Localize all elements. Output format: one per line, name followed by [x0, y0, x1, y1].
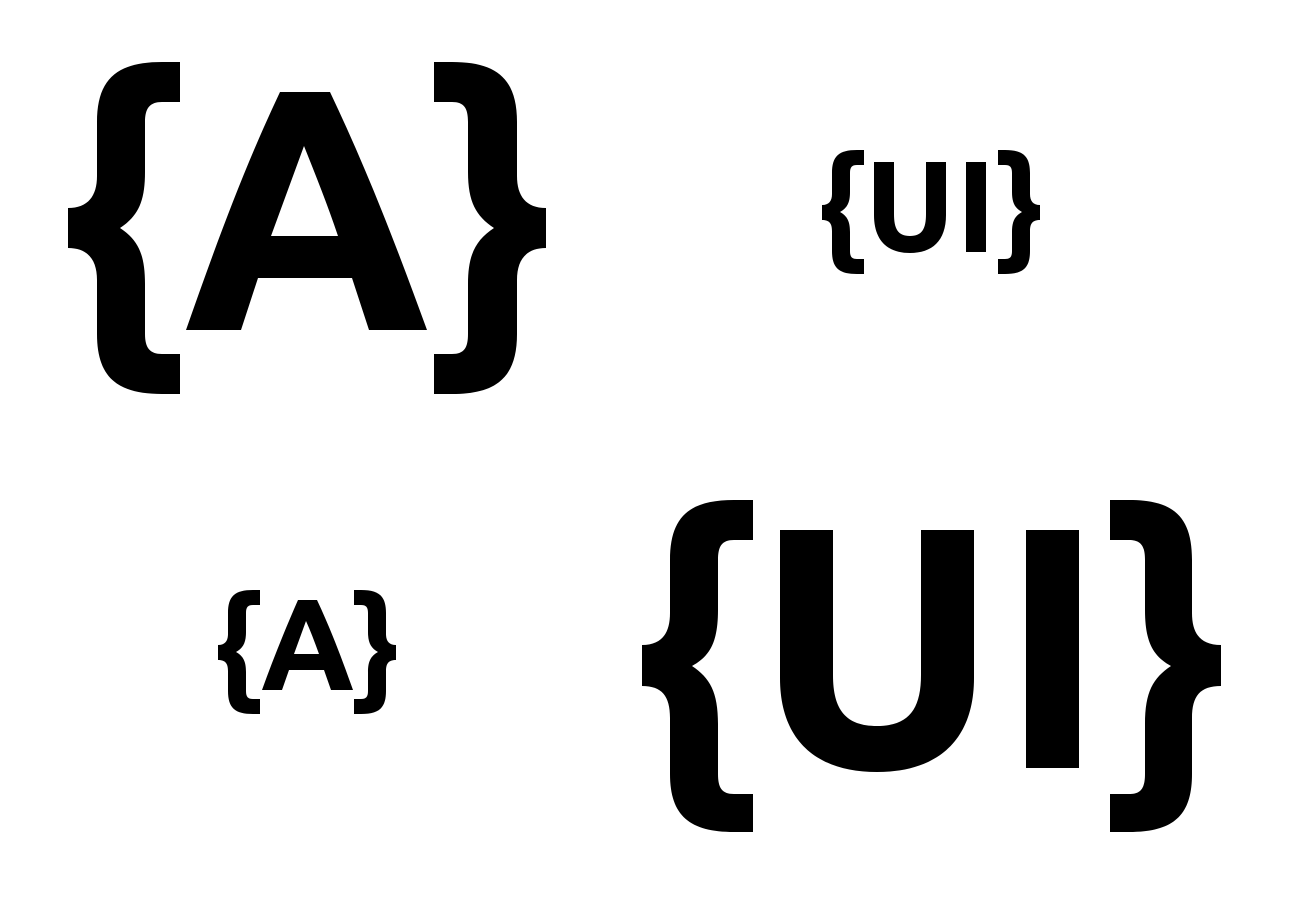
logo-ui-large-graphic [642, 500, 1221, 832]
letter-a-icon [262, 600, 353, 690]
logo-ui-small-graphic [822, 150, 1040, 274]
right-brace-icon [434, 62, 546, 394]
right-brace-icon [354, 590, 396, 714]
letter-u-icon [780, 530, 974, 772]
left-brace-icon [642, 500, 753, 832]
letter-u-icon [874, 162, 946, 253]
left-brace-icon [822, 150, 864, 274]
logo-a-small-graphic [218, 590, 396, 714]
right-brace-icon [1110, 500, 1221, 832]
logo-ui-large [620, 480, 1240, 850]
letter-i-icon [1026, 530, 1079, 768]
logo-ui-small [800, 140, 1050, 280]
logo-a-small [200, 580, 410, 720]
left-brace-icon [68, 62, 180, 394]
letter-i-icon [966, 162, 986, 252]
logo-a-large [40, 40, 560, 410]
letter-a-icon [186, 92, 427, 330]
left-brace-icon [218, 590, 260, 714]
logo-a-large-graphic [68, 62, 546, 394]
right-brace-icon [998, 150, 1040, 274]
